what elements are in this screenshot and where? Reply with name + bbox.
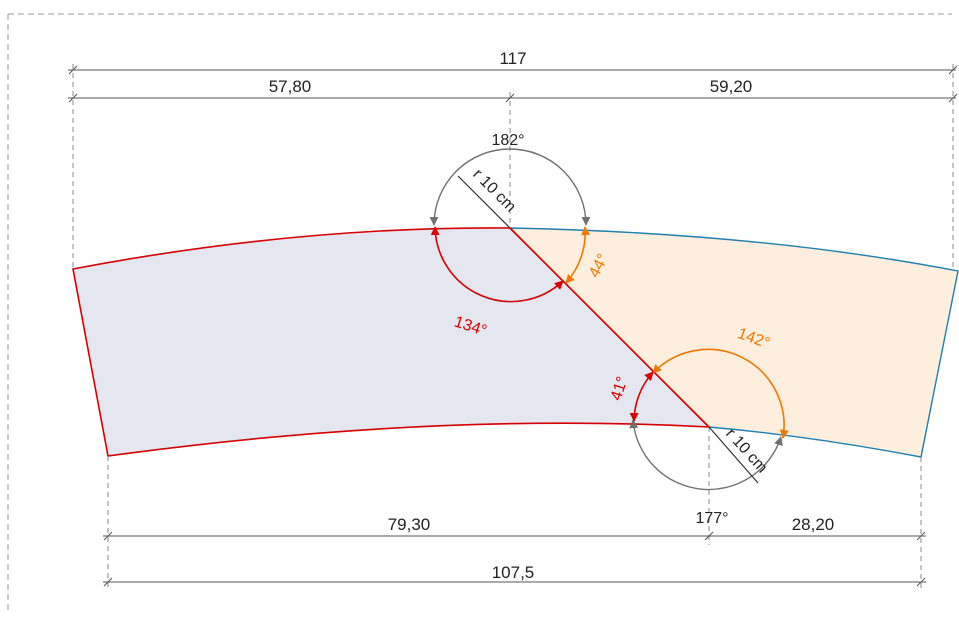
dim-ticks-bottom-split xyxy=(103,531,926,541)
dim-ticks-bottom-total xyxy=(103,577,926,587)
dim-ticks-top-total xyxy=(68,65,958,75)
arc-top-outer xyxy=(429,148,591,226)
angle-bottom-left-inner: 41° xyxy=(608,374,632,402)
dim-bottom-right: 28,20 xyxy=(792,515,835,534)
angle-top-outer: 182° xyxy=(491,132,524,149)
dim-top-right: 59,20 xyxy=(710,77,753,96)
arc-top-left-inner xyxy=(430,226,564,303)
arc-bottom-right-inner xyxy=(652,348,789,439)
radius-line-top xyxy=(457,175,511,229)
right-piece xyxy=(510,228,958,457)
angle-bottom-outer: 177° xyxy=(695,510,728,527)
dim-top-left: 57,80 xyxy=(269,77,312,96)
arc-bottom-outer xyxy=(629,419,783,491)
arc-bottom-left-inner xyxy=(629,371,654,422)
right-piece-edge xyxy=(509,227,959,458)
dim-ticks-top-split xyxy=(68,93,958,103)
arc-top-right-inner xyxy=(565,226,591,284)
dim-bottom-total: 107,5 xyxy=(492,563,535,582)
dim-top-total: 117 xyxy=(499,49,526,68)
dim-bottom-left: 79,30 xyxy=(388,515,431,534)
radius-label-top: r 10 cm xyxy=(469,166,519,216)
